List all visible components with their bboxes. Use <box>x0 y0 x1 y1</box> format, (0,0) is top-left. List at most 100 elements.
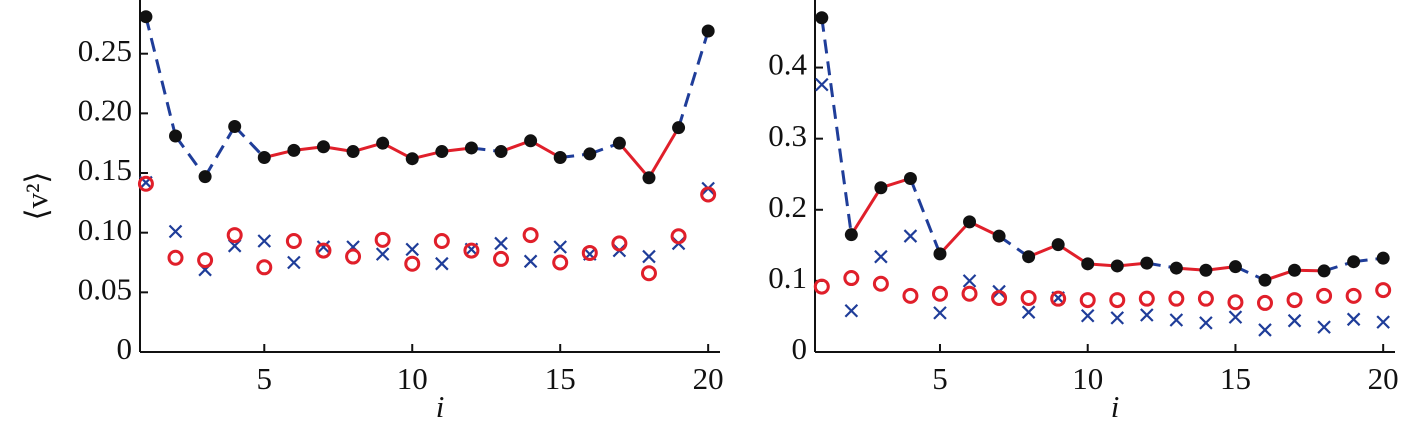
circle-marker <box>581 244 598 261</box>
dot <box>1110 259 1124 273</box>
y-tick-label: 0.3 <box>768 118 807 153</box>
cross-marker <box>1199 316 1213 330</box>
circle-marker <box>197 252 214 269</box>
dot <box>139 10 153 24</box>
circle-marker <box>931 285 948 302</box>
cross-marker <box>1080 308 1095 323</box>
circle-marker <box>1375 282 1392 299</box>
line-segment <box>647 126 680 179</box>
x-tick-label: 15 <box>1220 361 1251 396</box>
circle-marker <box>137 175 154 192</box>
line-segment <box>144 16 177 137</box>
circle-marker <box>843 270 860 287</box>
dot <box>1199 263 1213 277</box>
cross-marker <box>1376 315 1390 329</box>
circle-marker <box>404 255 421 272</box>
dot <box>874 181 888 195</box>
cross-marker <box>1258 323 1272 337</box>
dot <box>494 145 508 159</box>
dot <box>1228 260 1242 274</box>
y-tick-label: 0.2 <box>768 189 807 224</box>
dot <box>169 129 183 143</box>
line-segment <box>820 17 853 235</box>
circle-marker <box>463 242 480 259</box>
x-tick-label: 10 <box>1072 361 1103 396</box>
x-axis-label: i <box>1111 389 1120 424</box>
circle-marker <box>1079 292 1096 309</box>
cross-marker <box>1346 312 1361 327</box>
circle-marker <box>493 250 510 267</box>
circle-marker <box>1168 290 1185 307</box>
line-segment <box>174 135 207 178</box>
dot <box>346 145 360 159</box>
dot <box>1169 261 1183 275</box>
cross-marker <box>405 242 420 257</box>
cross-marker <box>962 274 977 288</box>
line-segment <box>618 142 651 179</box>
circle-marker <box>640 265 657 282</box>
dot <box>1258 273 1272 287</box>
circle-marker <box>991 289 1008 306</box>
x-axis-label: i <box>436 389 445 424</box>
y-tick-label: 0.20 <box>78 92 132 127</box>
y-tick-label: 0.05 <box>78 271 132 306</box>
cross-marker <box>642 249 656 264</box>
x-tick-label: 20 <box>1368 361 1399 396</box>
cross-marker <box>933 306 947 320</box>
circle-marker <box>315 242 332 259</box>
y-tick-label: 0 <box>117 331 133 366</box>
circle-marker <box>345 248 362 265</box>
dot <box>1347 255 1361 269</box>
dot <box>612 136 626 150</box>
y-tick-label: 0.15 <box>78 152 132 187</box>
cross-marker <box>874 249 888 264</box>
dot <box>1140 256 1154 270</box>
circle-marker <box>1345 287 1362 304</box>
dot <box>903 171 917 185</box>
dot <box>701 24 715 38</box>
line-segment <box>909 177 942 255</box>
circle-marker <box>256 259 273 276</box>
circle-marker <box>813 278 830 295</box>
line-segment <box>203 125 236 178</box>
cross-marker <box>168 224 183 239</box>
dot <box>933 247 947 261</box>
y-tick-label: 0.4 <box>768 47 807 82</box>
circle-marker <box>552 254 569 271</box>
line-segment <box>677 30 710 129</box>
x-tick-label: 5 <box>932 361 948 396</box>
dot <box>1317 264 1331 278</box>
circle-marker <box>1138 290 1155 307</box>
dot <box>257 151 271 165</box>
dot <box>198 170 212 184</box>
cross-marker <box>1021 305 1036 319</box>
dot <box>642 171 656 185</box>
dot <box>583 147 597 161</box>
dot <box>844 228 858 242</box>
circle-marker <box>1256 294 1273 311</box>
cross-marker <box>287 255 301 270</box>
dot <box>963 215 977 229</box>
line-segment <box>938 220 971 255</box>
circle-marker <box>1286 292 1303 309</box>
circle-marker <box>522 227 539 244</box>
x-tick-label: 15 <box>545 361 576 396</box>
cross-marker <box>1140 308 1154 322</box>
dot <box>376 136 390 150</box>
dot <box>992 229 1006 243</box>
circle-marker <box>285 233 302 250</box>
dot <box>1051 238 1065 252</box>
circle-marker <box>226 227 243 244</box>
circle-marker <box>611 235 628 252</box>
circle-marker <box>670 228 687 245</box>
cross-marker <box>1110 311 1125 325</box>
dot <box>1022 250 1036 264</box>
dot <box>435 145 449 159</box>
cross-marker <box>375 247 390 261</box>
dot <box>464 141 478 155</box>
cross-marker <box>523 254 538 269</box>
cross-marker <box>844 303 859 318</box>
cross-marker <box>435 256 449 271</box>
circle-marker <box>1227 294 1244 311</box>
